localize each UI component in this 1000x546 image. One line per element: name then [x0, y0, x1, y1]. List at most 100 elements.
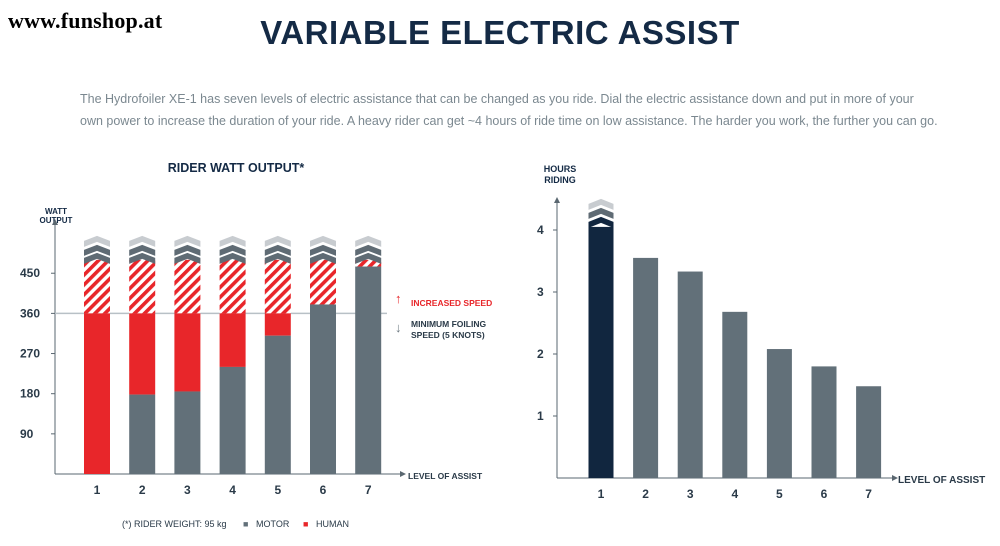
watt-y-tick-label: 450: [20, 266, 40, 280]
watt-chart-title: RIDER WATT OUTPUT*: [168, 161, 305, 175]
watt-hatched-segment: [174, 259, 201, 314]
watt-x-tick-label: 1: [94, 483, 101, 497]
watt-human-segment: [129, 313, 156, 395]
hours-chevron-icon: [588, 198, 614, 210]
watt-chevron-icon: [355, 244, 382, 256]
watt-x-tick-label: 4: [229, 483, 236, 497]
increased-speed-arrow: ↑: [395, 291, 402, 306]
hours-tick-labels: 1 2 3 4 1 2 3 4 5 6 7: [537, 223, 872, 501]
watt-motor-segment: [310, 304, 336, 474]
hours-riding-chart: HOURS RIDING 1 2 3 4 1 2 3 4 5 6 7 LEVEL OF ASSIST: [537, 164, 985, 501]
watt-motor-segment: [129, 394, 156, 474]
watt-y-tick-label: 270: [20, 347, 40, 361]
minimum-speed-label: SPEED (5 KNOTS): [411, 330, 485, 340]
watt-motor-segment: [355, 266, 382, 474]
watt-chevron-icon: [264, 252, 291, 264]
watt-x-tick-label: 5: [274, 483, 281, 497]
watt-hatched-segment: [310, 259, 336, 305]
hours-chevron-icon: [588, 207, 614, 219]
watt-chevron-icon: [129, 235, 156, 247]
hours-chevron-icon: [588, 216, 614, 228]
watt-motor-segment: [264, 335, 291, 474]
page-title: VARIABLE ELECTRIC ASSIST: [260, 14, 740, 51]
intro-paragraph: The Hydrofoiler XE-1 has seven levels of…: [80, 92, 938, 128]
watt-chevron-icon: [355, 252, 382, 264]
legend-human-swatch: ■: [303, 519, 308, 529]
watt-chevron-icon: [310, 252, 336, 264]
hours-bar: [722, 311, 748, 478]
watt-motor-segment: [219, 366, 246, 474]
watt-chevron-icon: [174, 235, 201, 247]
watt-human-segment: [219, 313, 246, 367]
hours-bar: [811, 366, 837, 478]
hours-x-tick-label: 7: [865, 487, 872, 501]
watt-chevron-icon: [84, 252, 110, 264]
hours-x-tick-label: 2: [642, 487, 649, 501]
legend-human-label: HUMAN: [316, 519, 349, 529]
watt-y-axis-arrow: [52, 219, 58, 225]
hours-bar: [766, 349, 792, 478]
watt-chevron-icon: [129, 244, 156, 256]
increased-speed-label: INCREASED SPEED: [411, 298, 492, 308]
hours-y-tick-label: 2: [537, 347, 544, 361]
watt-y-axis-label: WATT OUTPUT: [40, 207, 73, 225]
hours-x-tick-label: 6: [821, 487, 828, 501]
legend-motor-swatch: ■: [243, 519, 248, 529]
watt-chevron-icon: [219, 252, 246, 264]
watt-hatched-segment: [129, 259, 156, 314]
hours-y-axis-label-line1: HOURS: [544, 164, 577, 174]
hours-bar: [677, 271, 703, 478]
watt-hatched-segment: [355, 259, 382, 267]
hours-y-tick-label: 4: [537, 223, 544, 237]
watt-chevron-icon: [264, 235, 291, 247]
watt-x-tick-label: 2: [139, 483, 146, 497]
watt-x-tick-label: 3: [184, 483, 191, 497]
watt-chevron-icon: [84, 244, 110, 256]
hours-x-axis-label: LEVEL OF ASSIST: [898, 475, 985, 486]
watt-chevron-icon: [174, 244, 201, 256]
hours-bars: [588, 198, 882, 478]
watt-output-chart: RIDER WATT OUTPUT* WATT OUTPUT 9018027036…: [20, 161, 492, 529]
watt-human-segment: [174, 313, 201, 392]
hours-x-tick-label: 5: [776, 487, 783, 501]
watt-human-segment: [84, 313, 110, 474]
hours-y-tick-label: 3: [537, 285, 544, 299]
watt-motor-segment: [174, 391, 201, 474]
watt-bars: [84, 235, 382, 474]
site-watermark: www.funshop.at: [8, 8, 163, 33]
minimum-foiling-label: MINIMUM FOILING: [411, 319, 486, 329]
minimum-speed-arrow: ↓: [395, 320, 402, 335]
watt-hatched-segment: [84, 259, 110, 314]
watt-hatched-segment: [264, 259, 291, 314]
hours-bar: [856, 386, 882, 478]
watt-chevron-icon: [84, 235, 110, 247]
watt-chevron-icon: [174, 252, 201, 264]
watt-chevron-icon: [219, 235, 246, 247]
hours-x-tick-label: 1: [598, 487, 605, 501]
watt-chevron-icon: [310, 235, 336, 247]
rider-weight-footnote: (*) RIDER WEIGHT: 95 kg: [122, 519, 227, 529]
watt-human-segment: [264, 313, 291, 336]
hours-bar: [633, 257, 659, 478]
watt-x-tick-label: 6: [320, 483, 327, 497]
watt-chevron-icon: [129, 252, 156, 264]
hours-y-axis-label-line2: RIDING: [544, 175, 576, 185]
watt-x-tick-label: 7: [365, 483, 372, 497]
legend-motor-label: MOTOR: [256, 519, 290, 529]
hours-y-tick-label: 1: [537, 409, 544, 423]
watt-chevron-icon: [264, 244, 291, 256]
hours-x-tick-label: 3: [687, 487, 694, 501]
watt-y-axis-label-line: OUTPUT: [40, 216, 73, 225]
watt-y-tick-label: 180: [20, 387, 40, 401]
watt-y-tick-label: 90: [20, 427, 34, 441]
watt-hatched-segment: [219, 259, 246, 314]
watt-y-axis-label-line: WATT: [45, 207, 67, 216]
watt-chevron-icon: [310, 244, 336, 256]
watt-tick-labels: 90 180 270 360 450 1 2 3 4 5 6 7: [20, 266, 372, 497]
hours-y-axis-arrow: [554, 197, 560, 203]
hours-x-tick-label: 4: [731, 487, 738, 501]
watt-x-axis-label: LEVEL OF ASSIST: [408, 471, 483, 481]
watt-y-tick-label: 360: [20, 306, 40, 320]
watt-chevron-icon: [219, 244, 246, 256]
